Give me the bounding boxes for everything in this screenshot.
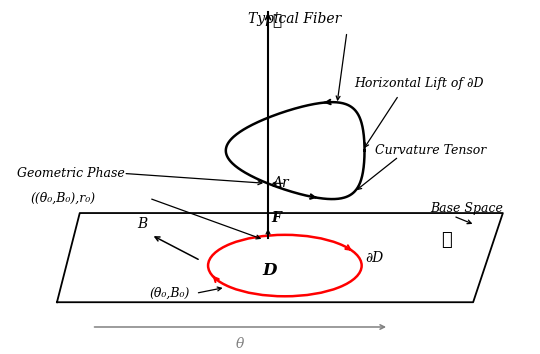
Text: ℬ: ℬ [441, 231, 452, 249]
Text: (θ₀,B₀): (θ₀,B₀) [149, 287, 190, 300]
Text: B: B [137, 217, 147, 231]
Text: ((θ₀,B₀),r₀): ((θ₀,B₀),r₀) [30, 192, 96, 205]
Text: ℛ: ℛ [272, 14, 281, 28]
Text: D: D [263, 262, 277, 279]
Text: Horizontal Lift of ∂D: Horizontal Lift of ∂D [354, 77, 483, 90]
Text: Base Space: Base Space [430, 201, 503, 215]
Text: ∂D: ∂D [366, 251, 384, 265]
Text: θ: θ [236, 337, 245, 351]
Text: Geometric Phase: Geometric Phase [17, 167, 125, 180]
Text: Curvature Tensor: Curvature Tensor [375, 144, 486, 157]
Text: Δr: Δr [272, 176, 288, 190]
Text: Typical Fiber: Typical Fiber [248, 12, 341, 26]
Text: F: F [271, 211, 281, 225]
